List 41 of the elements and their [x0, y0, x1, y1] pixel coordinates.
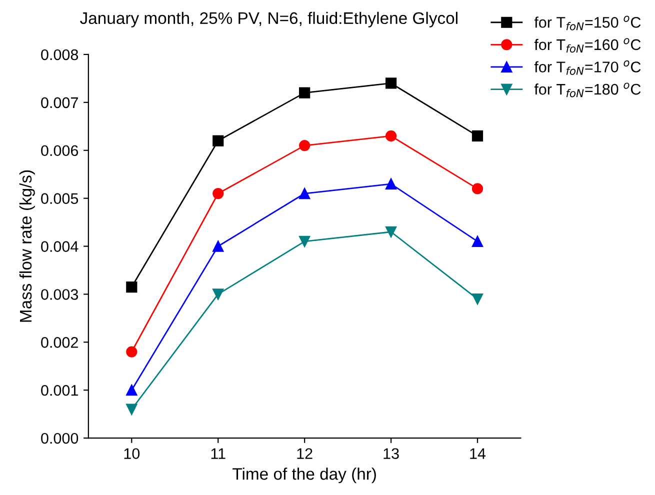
x-tick-label: 10	[124, 448, 140, 460]
point	[472, 130, 484, 142]
x-tick-label: 14	[470, 448, 486, 459]
y-tick-label: 0.008	[41, 49, 78, 60]
y-tick-label: 0.004	[41, 241, 78, 252]
point	[126, 384, 138, 396]
y-tick-label: 0.007	[41, 97, 78, 108]
y-tick-label: 0.006	[41, 145, 78, 156]
y-tick-label: 0.005	[41, 193, 78, 204]
legend-label: for T$_{foN}$=180 $^{o}$C	[534, 82, 641, 98]
chart-title: January month, 25% PV, N=6, fluid:Ethylene Glycol	[80, 12, 458, 28]
point	[385, 78, 397, 89]
point	[299, 87, 310, 98]
y-tick-label: 0.000	[41, 432, 78, 444]
point	[126, 281, 138, 293]
point	[385, 130, 397, 142]
y-tick-label: 0.003	[41, 289, 78, 300]
y-tick-label: 0.001	[41, 384, 78, 396]
x-tick-label: 12	[297, 448, 312, 459]
point	[299, 236, 310, 248]
legend-label: for T$_{foN}$=170 $^{o}$C	[534, 60, 641, 75]
point	[299, 140, 310, 152]
point	[472, 183, 484, 194]
point	[472, 293, 484, 305]
x-tick-label: 13	[384, 448, 399, 460]
point	[126, 346, 138, 358]
point	[472, 236, 484, 248]
y-axis-title: Mass flow rate (kg/s)	[19, 170, 35, 322]
point	[212, 188, 224, 200]
x-tick-label: 11	[211, 448, 226, 459]
legend-label: for T$_{foN}$=160 $^{o}$C	[534, 38, 641, 53]
point	[126, 404, 138, 415]
point	[212, 288, 224, 300]
point	[212, 135, 224, 146]
legend-label: for T$_{foN}$=150 $^{o}$C	[534, 16, 641, 30]
x-axis-title: Time of the day (hr)	[232, 468, 376, 484]
point	[212, 240, 224, 252]
point	[385, 226, 397, 238]
point	[299, 188, 310, 200]
point	[385, 178, 397, 190]
y-tick-label: 0.002	[41, 337, 78, 348]
